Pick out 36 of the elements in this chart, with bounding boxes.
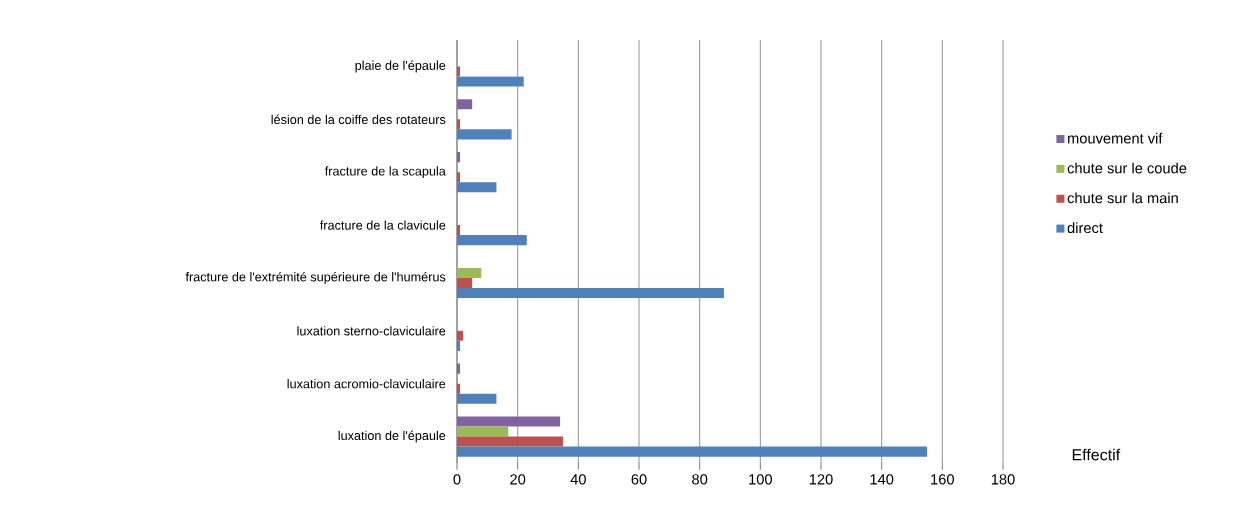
x-tick-label: 80: [692, 474, 708, 485]
y-tick-label: fracture de la scapula: [324, 166, 446, 179]
x-tick-label: 60: [631, 474, 647, 485]
y-tick-label: fracture de la clavicule: [320, 220, 446, 230]
legend-label: chute sur la main: [1067, 192, 1178, 204]
x-tick-label: 100: [749, 474, 772, 485]
x-tick-label: 0: [453, 474, 461, 485]
bar: [457, 426, 509, 437]
y-tick-label: luxation de l'épaule: [338, 430, 446, 443]
bar: [457, 393, 497, 404]
x-axis-title: Effectif: [1072, 448, 1121, 461]
bar: [457, 76, 524, 87]
x-tick-label: 40: [570, 474, 586, 485]
y-tick-label: fracture de l'extrémité supérieure de l'humérus: [185, 271, 446, 284]
x-tick-label: 180: [991, 474, 1015, 485]
y-tick-label: luxation sterno-claviculaire: [297, 326, 446, 336]
x-tick-label: 140: [870, 474, 894, 485]
bar: [457, 182, 497, 193]
legend-label: mouvement vif: [1068, 132, 1163, 144]
bar: [457, 267, 482, 278]
bar: [457, 235, 527, 246]
y-tick-label: luxation acromio-claviculaire: [287, 379, 446, 389]
bar: [457, 277, 473, 288]
bar: [457, 446, 928, 457]
bar: [457, 129, 512, 140]
y-tick-label: lésion de la coiffe des rotateurs: [271, 114, 446, 125]
x-tick-label: 20: [510, 474, 526, 485]
bar: [457, 99, 473, 110]
x-tick-label: 120: [809, 474, 833, 485]
legend-label: chute sur le coude: [1067, 162, 1187, 174]
x-tick-label: 160: [931, 474, 954, 485]
y-tick-label: plaie de l'épaule: [355, 60, 446, 73]
bar: [457, 416, 561, 427]
bar: [457, 436, 564, 447]
bar: [457, 287, 724, 299]
legend-label: direct: [1067, 222, 1103, 234]
